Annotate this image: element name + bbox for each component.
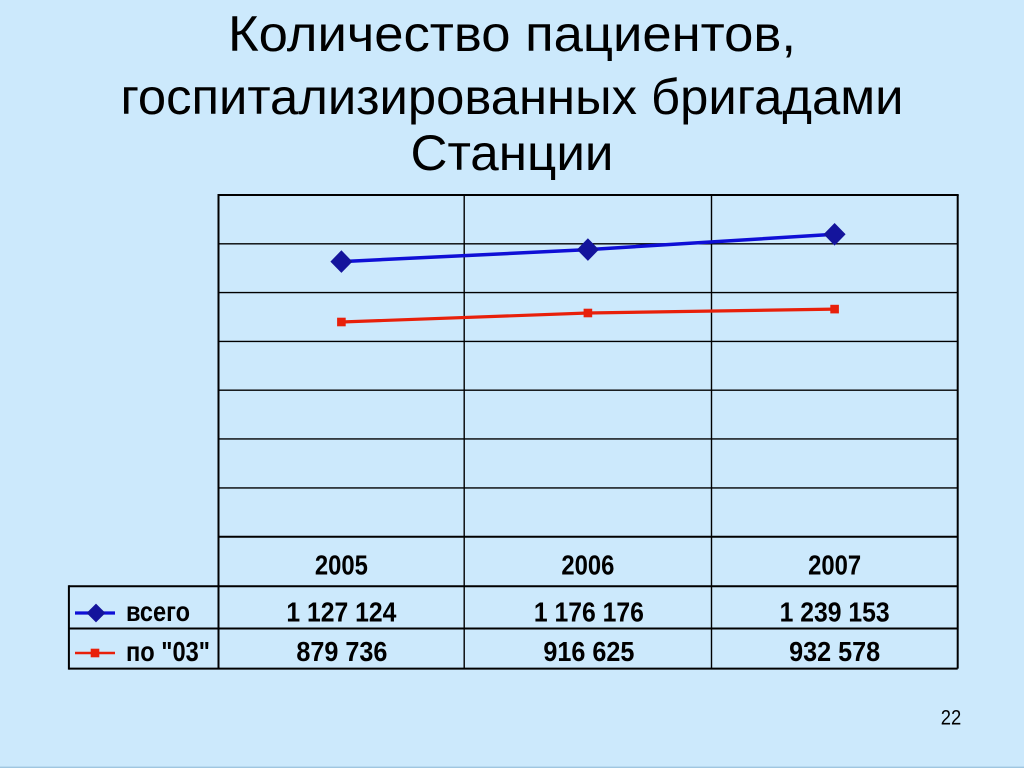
svg-text:1 239 153: 1 239 153 xyxy=(780,596,890,627)
svg-text:по "03": по "03" xyxy=(126,636,210,667)
svg-text:932 578: 932 578 xyxy=(789,636,880,667)
svg-text:916 625: 916 625 xyxy=(543,636,634,667)
svg-text:1 127 124: 1 127 124 xyxy=(286,596,396,627)
svg-text:2007: 2007 xyxy=(808,549,861,580)
svg-text:Количество пациентов,: Количество пациентов, xyxy=(228,6,796,62)
svg-text:госпитализированных бригадами: госпитализированных бригадами xyxy=(121,69,904,125)
svg-text:22: 22 xyxy=(941,707,962,730)
svg-text:Станции: Станции xyxy=(411,125,614,181)
svg-text:2005: 2005 xyxy=(315,549,368,580)
svg-text:2006: 2006 xyxy=(561,549,614,580)
svg-text:879 736: 879 736 xyxy=(296,636,387,667)
svg-text:1 176 176: 1 176 176 xyxy=(534,596,644,627)
svg-text:всего: всего xyxy=(126,596,190,627)
